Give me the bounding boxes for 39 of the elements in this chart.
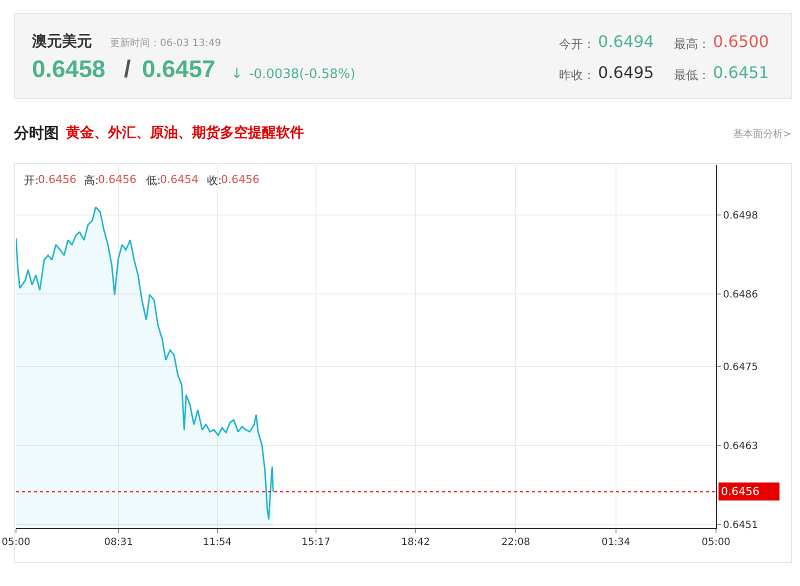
text: / xyxy=(124,56,131,84)
text: 最低： xyxy=(674,67,710,84)
annotation: 0.6456 xyxy=(98,173,136,186)
y-tick-label: 0.6475 xyxy=(723,362,758,374)
text: 0.6500 xyxy=(713,32,769,51)
text: ↓ xyxy=(231,66,243,82)
text: 0.6458 xyxy=(32,56,106,84)
text: 基本面分析> xyxy=(733,128,792,141)
annotation: 开: xyxy=(24,173,39,188)
annotation: 低: xyxy=(146,173,161,188)
y-tick-label: 0.6463 xyxy=(723,441,758,452)
chart-title: 分时图 xyxy=(14,124,59,143)
text: 0.6457 xyxy=(142,56,216,84)
text: -0.0038(-0.58%) xyxy=(249,67,356,82)
chart-subtitle: 黄金、外汇、原油、期货多空提醒软件 xyxy=(66,124,304,142)
x-tick-label: 01:34 xyxy=(601,537,630,548)
annotation: 0.6456 xyxy=(38,173,76,186)
x-tick-label: 08:31 xyxy=(104,537,133,548)
ref-line-label: 0.6456 xyxy=(721,485,760,498)
text: 0.6495 xyxy=(598,63,654,82)
annotation: 收: xyxy=(207,173,222,188)
x-tick-label: 11:54 xyxy=(202,537,232,548)
y-tick-label: 0.6498 xyxy=(723,210,758,222)
x-tick-label: 18:42 xyxy=(401,537,430,548)
x-tick-label: 05:00 xyxy=(702,537,730,548)
text: 澳元美元 xyxy=(32,32,92,51)
x-tick-label: 05:00 xyxy=(2,537,30,548)
text: 最高： xyxy=(674,36,710,53)
text: 更新时间：06-03 13:49 xyxy=(110,36,222,50)
y-tick-label: 0.6451 xyxy=(723,520,758,532)
x-tick-label: 15:17 xyxy=(302,537,330,548)
annotation: 0.6454 xyxy=(160,173,198,186)
text: 昨收： xyxy=(559,67,595,84)
text: 0.6494 xyxy=(598,32,654,51)
annotation: 0.6456 xyxy=(221,173,260,186)
x-tick-label: 22:08 xyxy=(501,537,530,548)
y-tick-label: 0.6486 xyxy=(723,290,758,301)
annotation: 高: xyxy=(84,173,99,188)
text: 今开： xyxy=(559,36,595,53)
